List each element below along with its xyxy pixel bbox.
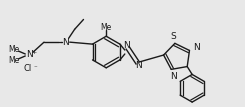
Text: Me: Me [8, 56, 19, 65]
Text: Me: Me [101, 23, 112, 32]
Text: N: N [62, 38, 69, 47]
Text: +: + [32, 50, 37, 55]
Text: N: N [135, 61, 142, 70]
Text: N: N [170, 72, 177, 81]
Text: ⁻: ⁻ [33, 66, 37, 72]
Text: N: N [193, 43, 200, 52]
Text: Me: Me [8, 45, 19, 54]
Text: N: N [26, 51, 33, 59]
Text: Cl: Cl [23, 64, 31, 73]
Text: N: N [123, 41, 130, 50]
Text: S: S [170, 32, 176, 41]
